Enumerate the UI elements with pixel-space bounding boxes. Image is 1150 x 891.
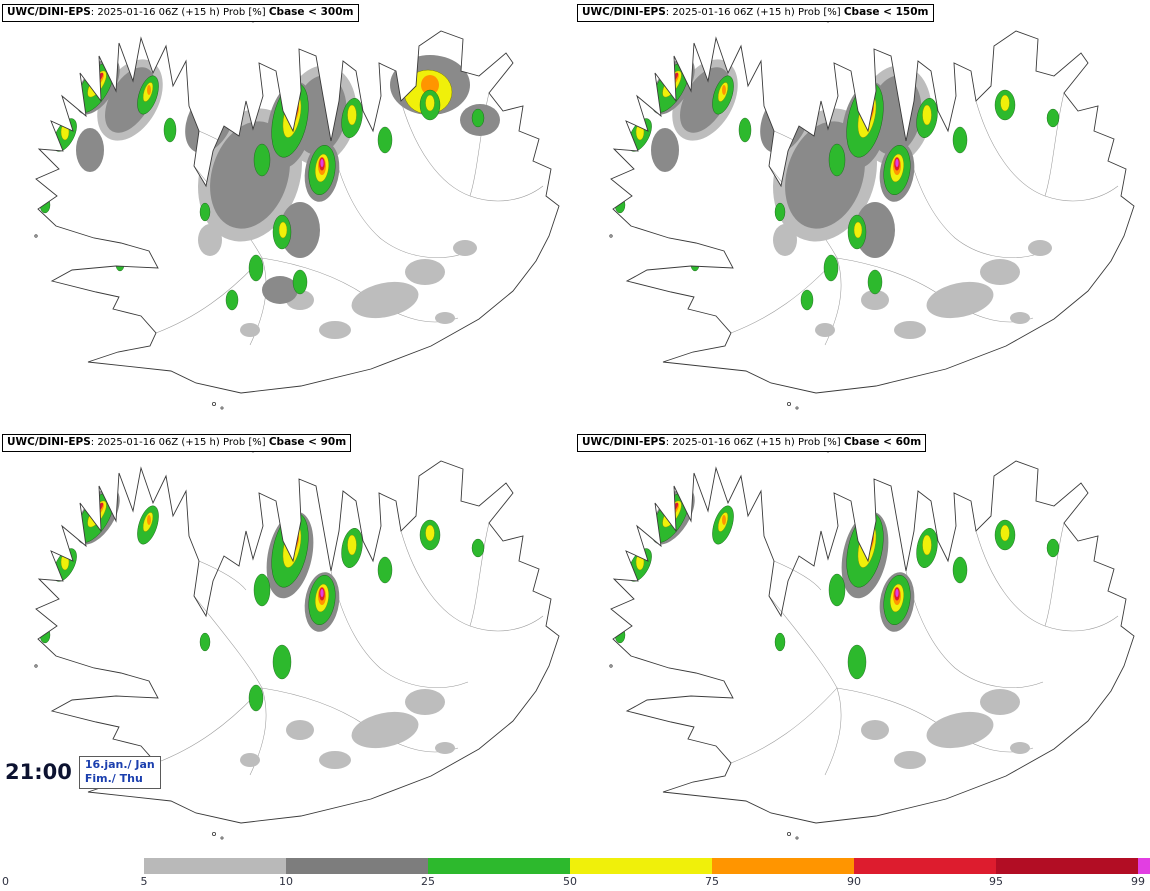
legend-segment [712, 858, 854, 874]
legend-tick-label: 5 [140, 875, 148, 888]
legend-segment [144, 858, 286, 874]
run-info: : 2025-01-16 06Z (+15 h) Prob [%] [665, 7, 844, 18]
legend-tick-label: 10 [279, 875, 293, 888]
valid-date: 16.jan./ Jan [84, 758, 155, 771]
panel-cbase-60m: UWC/DINI-EPS: 2025-01-16 06Z (+15 h) Pro… [575, 430, 1150, 860]
legend-tick-labels: 0 5 10 25 50 75 90 95 99 [0, 875, 1150, 889]
probability-legend: 0 5 10 25 50 75 90 95 99 [0, 858, 1150, 891]
valid-date-box: 16.jan./ Jan Fim./ Thu [78, 756, 161, 789]
forecast-grid: UWC/DINI-EPS: 2025-01-16 06Z (+15 h) Pro… [0, 0, 1150, 860]
coastline [35, 30, 560, 394]
legend-color-bar [0, 858, 1150, 874]
run-info: : 2025-01-16 06Z (+15 h) Prob [%] [90, 7, 269, 18]
iceland-map [609, 17, 1135, 410]
land-area [36, 461, 559, 823]
valid-time-block: 21:00 16.jan./ Jan Fim./ Thu [5, 756, 161, 789]
iceland-map [34, 17, 560, 410]
legend-tick-label: 50 [563, 875, 577, 888]
threshold-label: Cbase < 60m [843, 436, 922, 448]
legend-segment [2, 858, 144, 874]
model-name: UWC/DINI-EPS [7, 436, 91, 448]
panel-title-150m: UWC/DINI-EPS: 2025-01-16 06Z (+15 h) Pro… [577, 4, 934, 22]
iceland-map [609, 447, 1135, 840]
threshold-label: Cbase < 300m [268, 6, 354, 18]
coastline [610, 460, 1135, 824]
panel-cbase-90m: UWC/DINI-EPS: 2025-01-16 06Z (+15 h) Pro… [0, 430, 575, 860]
model-name: UWC/DINI-EPS [582, 6, 666, 18]
legend-segment [286, 858, 428, 874]
map-cbase-300m [0, 0, 575, 430]
prob-5-light-gray [861, 689, 1030, 769]
legend-segment [996, 858, 1138, 874]
model-name: UWC/DINI-EPS [7, 6, 91, 18]
legend-segment-overflow [1138, 858, 1150, 874]
map-cbase-90m [0, 430, 575, 860]
legend-segment [570, 858, 712, 874]
map-cbase-150m [575, 0, 1150, 430]
panel-cbase-300m: UWC/DINI-EPS: 2025-01-16 06Z (+15 h) Pro… [0, 0, 575, 430]
panel-cbase-150m: UWC/DINI-EPS: 2025-01-16 06Z (+15 h) Pro… [575, 0, 1150, 430]
legend-tick-label: 99 [1131, 875, 1145, 888]
coastline [610, 30, 1135, 394]
run-info: : 2025-01-16 06Z (+15 h) Prob [%] [665, 437, 844, 448]
iceland-map [34, 447, 560, 840]
prob-5-light-gray [240, 689, 455, 769]
run-info: : 2025-01-16 06Z (+15 h) Prob [%] [90, 437, 269, 448]
land-area [611, 461, 1134, 823]
panel-title-300m: UWC/DINI-EPS: 2025-01-16 06Z (+15 h) Pro… [2, 4, 359, 22]
valid-time: 21:00 [5, 760, 72, 785]
legend-tick-label: 25 [421, 875, 435, 888]
threshold-label: Cbase < 90m [268, 436, 347, 448]
legend-segment [428, 858, 570, 874]
prob-99-magenta [320, 589, 324, 597]
legend-tick-label: 0 [2, 875, 9, 888]
coastline [35, 460, 560, 824]
legend-segment [854, 858, 996, 874]
prob-99-magenta [895, 589, 899, 597]
map-cbase-60m [575, 430, 1150, 860]
legend-tick-label: 90 [847, 875, 861, 888]
model-name: UWC/DINI-EPS [582, 436, 666, 448]
panel-title-60m: UWC/DINI-EPS: 2025-01-16 06Z (+15 h) Pro… [577, 434, 927, 452]
legend-tick-label: 75 [705, 875, 719, 888]
panel-title-90m: UWC/DINI-EPS: 2025-01-16 06Z (+15 h) Pro… [2, 434, 352, 452]
legend-tick-label: 95 [989, 875, 1003, 888]
threshold-label: Cbase < 150m [843, 6, 929, 18]
footer: 21:00 16.jan./ Jan Fim./ Thu 0 5 10 25 50 75 9… [0, 756, 1150, 891]
valid-weekday: Fim./ Thu [84, 772, 143, 786]
